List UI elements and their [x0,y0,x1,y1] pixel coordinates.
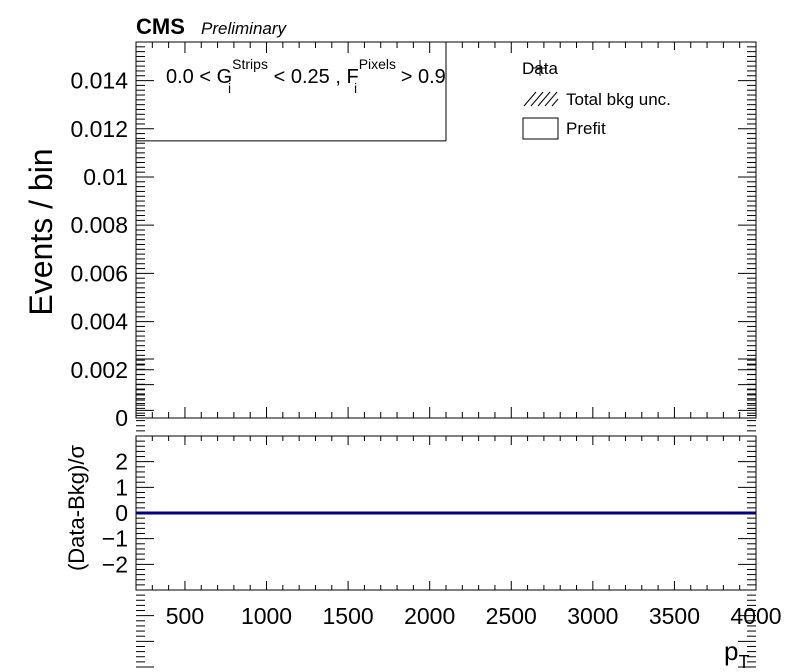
top-series [136,42,447,142]
bottom-y-tick-label: 1 [115,474,128,500]
legend: Data Total bkg unc. Prefit [517,50,715,142]
selection-part1: 0.0 < G [166,66,232,88]
legend-prefit-swatch [522,117,559,140]
bottom-y-tick-label: −1 [102,526,128,552]
selection-part3: > 0.9 [395,66,446,88]
x-axis-title-main: p [724,636,738,666]
x-tick-label: 1500 [323,603,374,629]
legend-entry-prefit: Prefit [566,119,606,138]
top-y-tick-label: 0.01 [83,164,128,190]
bottom-y-axis-title: (Data-Bkg)/σ [64,445,89,571]
g-subscript: i [228,80,231,96]
cms-label: CMS [136,14,185,39]
legend-entry-data: Data [522,59,558,78]
top-y-tick-labels: 0 0.002 0.004 0.006 0.008 0.01 0.012 0.014 [70,68,128,431]
f-subscript: i [354,80,357,96]
strips-superscript: Strips [232,56,268,72]
x-tick-label: 4000 [730,603,781,629]
legend-hatch-swatch [523,91,559,107]
selection-label: 0.0 < GStrips i < 0.25 , FPixels i > 0.9 [166,56,446,96]
pixels-superscript: Pixels [359,56,396,72]
top-y-tick-label: 0.006 [70,260,128,286]
top-y-tick-label: 0.014 [70,68,128,94]
x-tick-label: 2500 [486,603,537,629]
x-tick-label: 3000 [567,603,618,629]
top-y-tick-label: 0 [115,405,128,431]
top-y-tick-label: 0.002 [70,357,128,383]
bottom-y-tick-label: −2 [102,551,128,577]
top-y-tick-label: 0.012 [70,116,128,142]
preliminary-label: Preliminary [201,19,288,38]
top-y-tick-label: 0.008 [70,212,128,238]
bottom-y-tick-label: 2 [115,449,128,475]
bottom-y-tick-label: 0 [115,500,128,526]
selection-part2: < 0.25 , F [268,66,359,88]
top-y-axis-title: Events / bin [23,148,59,315]
x-tick-labels: 500 1000 1500 2000 2500 3000 3500 4000 [166,603,782,629]
x-tick-label: 1000 [241,603,292,629]
legend-entry-total-bkg: Total bkg unc. [566,90,671,109]
x-axis-title-sub: T [738,652,749,672]
top-y-tick-label: 0.004 [70,309,128,335]
x-tick-label: 2000 [404,603,455,629]
x-tick-label: 3500 [649,603,700,629]
bottom-panel-ticks [135,358,757,668]
top-panel-ticks [135,41,757,419]
x-tick-label: 500 [166,603,204,629]
x-axis-title: pT [724,636,749,672]
